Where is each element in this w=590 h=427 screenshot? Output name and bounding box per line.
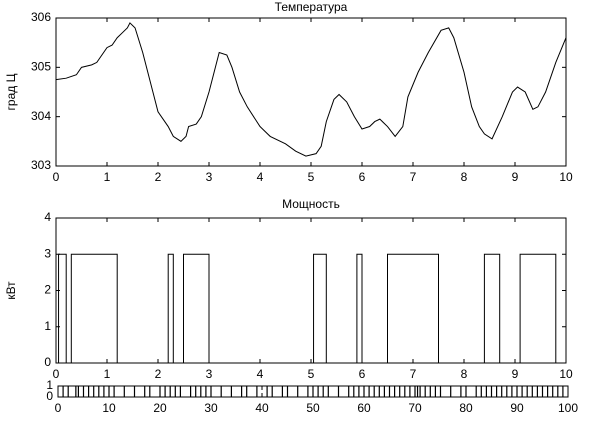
x-tick-label: 10 (559, 367, 573, 381)
x-tick-label: 40 (255, 401, 269, 415)
chart-title: Температура (275, 0, 348, 14)
y-tick-label: 304 (31, 109, 51, 123)
x-tick-label: 0 (53, 367, 60, 381)
x-tick-label: 7 (410, 367, 417, 381)
x-tick-label: 7 (410, 170, 417, 184)
y-axis-label: кВт (4, 281, 18, 300)
axes-box (55, 17, 567, 167)
x-tick-label: 50 (306, 401, 320, 415)
x-tick-label: 1 (104, 170, 111, 184)
x-tick-label: 5 (308, 170, 315, 184)
x-tick-label: 2 (155, 170, 162, 184)
x-tick-label: 9 (512, 170, 519, 184)
x-tick-label: 20 (153, 401, 167, 415)
x-tick-label: 5 (308, 367, 315, 381)
axes-box (55, 217, 567, 364)
x-tick-label: 60 (357, 401, 371, 415)
y-axis-label: град Ц (4, 73, 18, 110)
x-tick-label: 10 (559, 170, 573, 184)
x-tick-label: 6 (359, 170, 366, 184)
x-tick-label: 3 (206, 367, 213, 381)
y-tick-label: 303 (31, 158, 51, 172)
x-tick-label: 30 (204, 401, 218, 415)
x-tick-label: 4 (257, 367, 264, 381)
x-tick-label: 3 (206, 170, 213, 184)
x-tick-label: 9 (512, 367, 519, 381)
chart-title: Мощность (282, 197, 340, 211)
y-tick-label: 1 (44, 319, 51, 333)
x-tick-label: 10 (102, 401, 116, 415)
data-line (55, 22, 567, 157)
y-tick-label: 4 (44, 210, 51, 224)
x-tick-label: 6 (359, 367, 366, 381)
x-tick-label: 4 (257, 170, 264, 184)
data-line (56, 253, 566, 364)
x-tick-label: 1 (104, 367, 111, 381)
y-tick-label: 1 (46, 378, 53, 392)
y-tick-label: 306 (31, 10, 51, 24)
x-tick-label: 100 (558, 401, 578, 415)
y-tick-label: 3 (44, 246, 51, 260)
y-tick-label: 0 (44, 355, 51, 369)
y-tick-label: 2 (44, 283, 51, 297)
x-tick-label: 80 (459, 401, 473, 415)
x-tick-label: 8 (461, 367, 468, 381)
x-tick-label: 8 (461, 170, 468, 184)
x-tick-label: 2 (155, 367, 162, 381)
x-tick-label: 90 (510, 401, 524, 415)
x-tick-label: 70 (408, 401, 422, 415)
x-tick-label: 0 (55, 401, 62, 415)
y-tick-label: 305 (31, 60, 51, 74)
x-tick-label: 0 (53, 170, 60, 184)
y-tick-label: 0 (46, 389, 53, 403)
